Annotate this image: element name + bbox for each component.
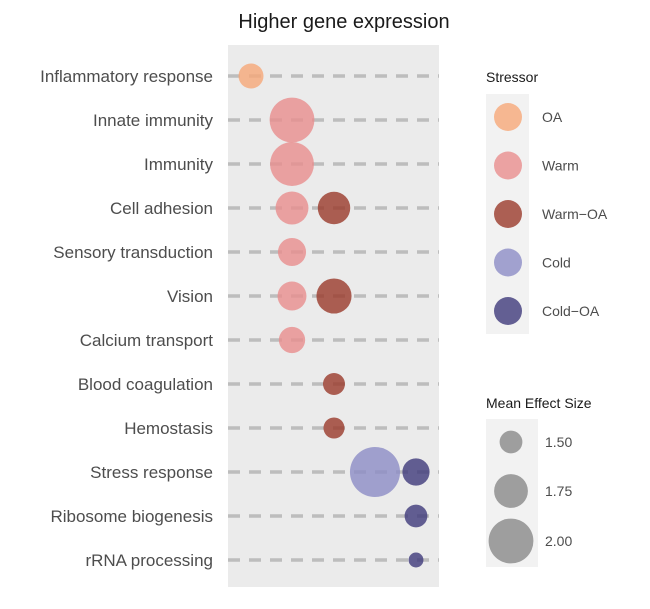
data-point	[317, 191, 351, 225]
size-legend-title: Mean Effect Size	[486, 395, 592, 411]
plot-panel	[228, 45, 439, 587]
stressor-legend-key	[494, 248, 522, 277]
y-tick-label: Cell adhesion	[110, 199, 213, 218]
data-point	[275, 191, 309, 225]
effect-size-legend: Mean Effect Size 1.50 1.75 2.00	[486, 395, 592, 567]
y-tick-label: Hemostasis	[124, 419, 213, 438]
y-axis-labels: Inflammatory response Innate immunity Immu…	[40, 67, 213, 570]
data-point	[402, 458, 430, 486]
size-legend-label: 2.00	[545, 533, 572, 549]
stressor-legend-label: OA	[542, 109, 563, 125]
stressor-legend-key	[494, 103, 522, 131]
data-point	[270, 142, 314, 186]
data-point	[323, 373, 345, 395]
data-point	[278, 326, 306, 354]
stressor-legend: Stressor OA Warm Warm−OA Cold Cold−OA	[486, 69, 608, 334]
stressor-legend-label: Cold−OA	[542, 303, 600, 319]
y-tick-label: Sensory transduction	[53, 243, 213, 262]
data-points	[238, 63, 430, 568]
size-legend-key	[499, 430, 523, 454]
stressor-legend-label: Cold	[542, 255, 571, 271]
y-tick-label: Vision	[167, 287, 213, 306]
data-point	[316, 278, 352, 314]
y-tick-label: Inflammatory response	[40, 67, 213, 86]
y-tick-label: Calcium transport	[80, 331, 213, 350]
stressor-legend-title: Stressor	[486, 69, 538, 85]
size-legend-key	[488, 518, 534, 564]
data-point	[269, 97, 315, 143]
y-tick-label: rRNA processing	[85, 551, 213, 570]
y-tick-label: Ribosome biogenesis	[50, 507, 213, 526]
stressor-legend-key	[494, 297, 522, 325]
data-point	[323, 417, 345, 439]
stressor-legend-label: Warm−OA	[542, 206, 608, 222]
stressor-legend-key	[494, 151, 522, 180]
y-tick-label: Innate immunity	[93, 111, 213, 130]
data-point	[238, 63, 264, 89]
data-point	[404, 504, 428, 528]
data-point	[277, 237, 307, 267]
y-tick-label: Immunity	[144, 155, 213, 174]
size-legend-label: 1.50	[545, 434, 572, 450]
stressor-legend-key	[494, 200, 522, 228]
data-point	[349, 446, 401, 498]
size-legend-key	[494, 474, 528, 508]
stressor-legend-label: Warm	[542, 158, 579, 174]
data-point	[408, 552, 424, 568]
data-point	[277, 281, 307, 311]
chart-title: Higher gene expression	[238, 11, 449, 33]
y-tick-label: Blood coagulation	[78, 375, 213, 394]
size-legend-label: 1.75	[545, 483, 572, 499]
y-tick-label: Stress response	[90, 463, 213, 482]
